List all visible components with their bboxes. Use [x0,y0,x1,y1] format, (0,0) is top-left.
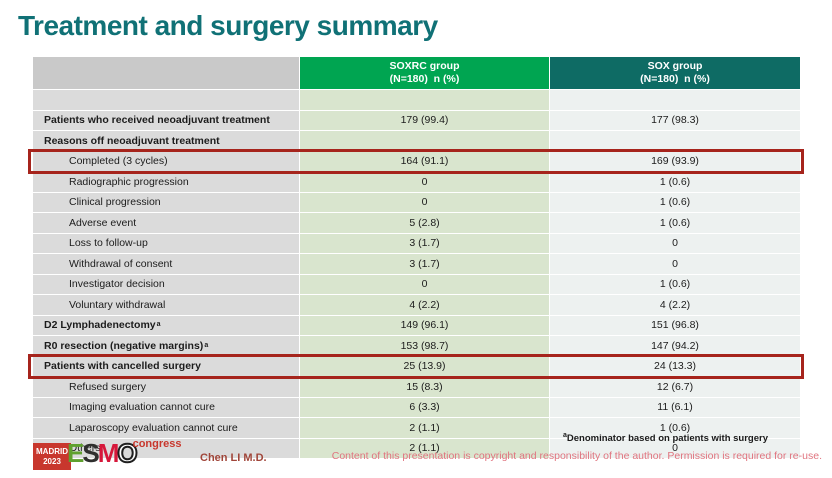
soxrc-value: 0 [300,192,549,212]
header-soxrc-line2: (N=180) n (%) [389,73,460,85]
row-label: Completed (3 cycles) [33,151,299,171]
sox-value [550,131,800,151]
row-label: Radiographic progression [33,172,299,192]
soxrc-value: 0 [300,172,549,192]
sox-value: 147 (94.2) [550,336,800,356]
row-label: R0 resection (negative margins) a [33,336,299,356]
table-row: Completed (3 cycles) 164 (91.1) 169 (93.… [28,148,804,174]
footnote-superscript: a [562,432,567,439]
header-sox-line1: SOX group [647,59,703,72]
row-label: Imaging evaluation cannot cure [33,397,299,417]
table-row: Others 2 (1.1) 0 [33,438,800,458]
table-header: SOXRC group (N=180) n (%) SOX group (N=1… [33,57,800,89]
table-row: Voluntary withdrawal 4 (2.2) 4 (2.2) [33,295,800,315]
presenter-name: Chen LI M.D. [200,452,267,464]
header-soxrc-line1: SOXRC group [389,59,460,72]
sox-value: 12 (6.7) [550,377,800,397]
esmo-congress-logo: MADRID 2023 ESMO congress [33,438,182,470]
soxrc-value: 179 (99.4) [300,110,549,130]
soxrc-value: 3 (1.7) [300,233,549,253]
soxrc-value: 164 (91.1) [300,151,549,171]
sox-value: 4 (2.2) [550,295,800,315]
sox-value: 0 [550,438,800,458]
soxrc-value: 0 [300,274,549,294]
header-soxrc-group: SOXRC group (N=180) n (%) [300,57,549,89]
row-label: Others [33,438,299,458]
row-label: D2 Lymphadenectomy a [33,315,299,335]
table-row: Imaging evaluation cannot cure 6 (3.3) 1… [33,397,800,417]
sox-value: 177 (98.3) [550,110,800,130]
table-row: R0 resection (negative margins) a 153 (98… [33,336,800,356]
row-label: Investigator decision [33,274,299,294]
row-label: Voluntary withdrawal [33,295,299,315]
header-empty-cell [33,57,299,89]
sox-value: 0 [550,233,800,253]
esmo-letter-s: S [82,438,99,468]
table-row: Refused surgery 15 (8.3) 12 (6.7) [33,377,800,397]
table-row: Adverse event 5 (2.8) 1 (0.6) [33,213,800,233]
table-row: Reasons off neoadjuvant treatment [33,131,800,151]
row-label: Adverse event [33,213,299,233]
esmo-letter-e: E [67,438,84,468]
soxrc-value: 153 (98.7) [300,336,549,356]
table-row: Investigator decision 0 1 (0.6) [33,274,800,294]
table-row: Radiographic progression 0 1 (0.6) [33,172,800,192]
table-row: D2 Lymphadenectomy a 149 (96.1) 151 (96.8… [33,315,800,335]
esmo-letter-m: M [97,438,120,468]
sox-value: 1 (0.6) [550,418,800,438]
row-label: Refused surgery [33,377,299,397]
sox-value: 169 (93.9) [550,151,800,171]
row-label [33,90,299,110]
logo-year: 2023 [43,456,61,466]
sox-value: 1 (0.6) [550,192,800,212]
soxrc-value: 3 (1.7) [300,254,549,274]
sox-value: 0 [550,254,800,274]
sox-value [550,90,800,110]
row-label: Reasons off neoadjuvant treatment [33,131,299,151]
sox-value: 1 (0.6) [550,274,800,294]
copyright-notice: Content of this presentation is copyrigh… [331,450,822,462]
esmo-letter-o: O [116,438,138,468]
soxrc-value: 5 (2.8) [300,213,549,233]
soxrc-value [300,131,549,151]
soxrc-value: 149 (96.1) [300,315,549,335]
table-row: Clinical progression 0 1 (0.6) [33,192,800,212]
footnote-text: Denominator based on patients with surge… [566,433,768,445]
sox-value: 11 (6.1) [550,397,800,417]
row-label: Loss to follow-up [33,233,299,253]
sox-value: 24 (13.3) [550,356,800,376]
soxrc-value: 15 (8.3) [300,377,549,397]
table-row: Withdrawal of consent 3 (1.7) 0 [33,254,800,274]
esmo-wordmark: ESMO [67,438,139,468]
row-label: Withdrawal of consent [33,254,299,274]
soxrc-value: 2 (1.1) [300,418,549,438]
table-row: Loss to follow-up 3 (1.7) 0 [33,233,800,253]
header-sox-line2: (N=180) n (%) [640,73,710,85]
soxrc-value: 2 (1.1) [300,438,549,458]
soxrc-value [300,90,549,110]
summary-table: SOXRC group (N=180) n (%) SOX group (N=1… [28,57,804,458]
logo-city: MADRID [36,447,68,457]
header-sox-group: SOX group (N=180) n (%) [550,57,800,89]
soxrc-value: 6 (3.3) [300,397,549,417]
page-title: Treatment and surgery summary [18,10,438,41]
sox-value: 151 (96.8) [550,315,800,335]
row-label: Patients who received neoadjuvant treatm… [33,110,299,130]
sox-value: 1 (0.6) [550,172,800,192]
table-footnote: aDenominator based on patients with surg… [563,432,768,444]
row-label: Patients with cancelled surgery [33,356,299,376]
soxrc-value: 25 (13.9) [300,356,549,376]
table-body: Patients who received neoadjuvant treatm… [28,90,804,458]
sox-value: 1 (0.6) [550,213,800,233]
table-row: Patients with cancelled surgery 25 (13.9… [28,353,804,379]
row-label: Laparoscopy evaluation cannot cure [33,418,299,438]
table-row: Laparoscopy evaluation cannot cure 2 (1.… [33,418,800,438]
congress-label: congress [132,438,182,450]
table-row: Patients who received neoadjuvant treatm… [33,110,800,130]
soxrc-value: 4 (2.2) [300,295,549,315]
row-label: Clinical progression [33,192,299,212]
madrid-2023-badge: MADRID 2023 [33,443,71,470]
table-row [33,90,800,110]
